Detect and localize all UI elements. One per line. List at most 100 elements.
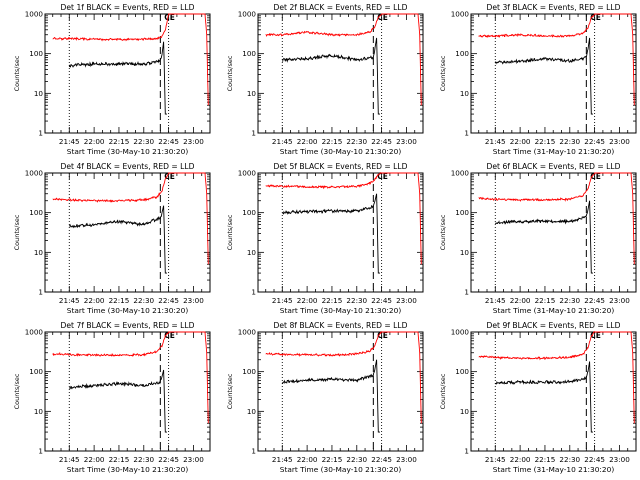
y-tick-label: 10 [460,89,470,98]
x-tick-label: 22:30 [133,296,154,305]
y-tick-label: 10 [460,248,470,257]
plot-frame [44,13,211,134]
x-tick-label: 21:45 [59,455,80,464]
y-tick-label: 100 [29,49,43,58]
x-axis-title: Start Time (30-May-10 21:30:20) [280,465,402,474]
lld-series-line [52,172,209,265]
y-tick-label: 100 [455,208,469,217]
marker-label: CE [377,13,388,22]
x-tick-label: 22:00 [297,455,318,464]
x-axis-title: Start Time (30-May-10 21:30:20) [280,147,402,156]
marker-label: CE [164,331,175,340]
x-tick-label: 21:45 [272,137,293,146]
lld-series-line [265,330,422,424]
x-tick-label: 22:30 [346,296,367,305]
events-series-line [281,359,380,433]
x-tick-label: 23:00 [609,296,630,305]
x-tick-label: 22:00 [84,137,105,146]
y-tick-label: 1 [38,129,43,138]
x-tick-label: 23:00 [183,137,204,146]
x-tick-label: 22:30 [559,137,580,146]
lld-series-line [478,172,635,265]
y-axis-title: Counts/sec [439,214,447,250]
detector-panel: Det 9f BLACK = Events, RED = LLD Start Ti… [439,321,637,474]
x-tick-label: 22:45 [584,296,605,305]
y-tick-label: 1000 [238,328,257,337]
x-tick-label: 22:30 [559,455,580,464]
x-tick-label: 22:00 [297,296,318,305]
x-tick-label: 22:15 [535,137,556,146]
y-tick-label: 1 [464,447,469,456]
y-axis-title: Counts/sec [13,55,21,91]
y-tick-label: 10 [460,407,470,416]
y-tick-label: 10 [247,248,257,257]
x-tick-label: 23:00 [396,137,417,146]
y-axis-title: Counts/sec [13,214,21,250]
x-axis-title: Start Time (30-May-10 21:30:20) [67,465,189,474]
y-axis-title: Counts/sec [226,55,234,91]
y-axis-title: Counts/sec [439,55,447,91]
events-series-line [282,37,380,115]
detector-panel: Det 5f BLACK = Events, RED = LLD Start Ti… [226,162,424,315]
x-tick-label: 22:00 [510,137,531,146]
x-tick-label: 21:45 [59,137,80,146]
x-tick-label: 22:45 [371,137,392,146]
plot-frame [44,172,211,293]
x-tick-label: 23:00 [609,137,630,146]
lld-series-line [265,13,422,106]
x-tick-label: 22:15 [322,137,343,146]
y-tick-label: 1 [251,288,256,297]
events-series-line [69,205,167,274]
detector-panel: Det 8f BLACK = Events, RED = LLD Start Ti… [226,321,424,474]
x-tick-label: 22:45 [158,296,179,305]
panel-title: Det 4f BLACK = Events, RED = LLD [61,162,195,171]
marker-label: CE [164,13,175,22]
x-tick-label: 21:45 [59,296,80,305]
x-tick-label: 22:45 [584,137,605,146]
x-tick-label: 22:00 [84,296,105,305]
marker-label: CE [590,172,601,181]
plot-frame [257,13,424,134]
panel-title: Det 8f BLACK = Events, RED = LLD [274,321,408,330]
x-tick-label: 22:15 [535,296,556,305]
panel-title: Det 9f BLACK = Events, RED = LLD [487,321,621,330]
events-series-line [68,41,167,115]
detector-panel: Det 4f BLACK = Events, RED = LLD Start Ti… [13,162,211,315]
lld-series-line [52,13,209,106]
x-tick-label: 22:30 [559,296,580,305]
x-tick-label: 23:00 [183,296,204,305]
x-tick-label: 22:45 [371,455,392,464]
y-tick-label: 100 [29,208,43,217]
y-tick-label: 10 [34,89,44,98]
x-axis-title: Start Time (31-May-10 21:30:20) [493,465,615,474]
marker-label: CE [377,331,388,340]
x-tick-label: 21:45 [272,296,293,305]
x-tick-label: 22:15 [322,296,343,305]
detector-panel: Det 2f BLACK = Events, RED = LLD Start Ti… [226,3,424,156]
y-axis-title: Counts/sec [226,373,234,409]
x-axis-title: Start Time (30-May-10 21:30:20) [67,147,189,156]
y-tick-label: 1000 [451,10,470,19]
x-tick-label: 22:45 [371,296,392,305]
marker-label: CE [377,172,388,181]
marker-label: CE [164,172,175,181]
x-tick-label: 22:45 [158,455,179,464]
y-tick-label: 1 [464,129,469,138]
marker-label: CE [590,13,601,22]
x-tick-label: 22:45 [584,455,605,464]
x-tick-label: 22:00 [84,455,105,464]
events-series-line [495,361,593,433]
events-series-line [281,193,380,274]
panel-title: Det 3f BLACK = Events, RED = LLD [487,3,621,12]
x-tick-label: 22:00 [510,455,531,464]
y-tick-label: 1000 [238,10,257,19]
plot-frame [44,331,211,452]
y-tick-label: 100 [455,367,469,376]
plot-frame [257,172,424,293]
y-axis-title: Counts/sec [13,373,21,409]
y-tick-label: 1 [38,447,43,456]
x-axis-title: Start Time (30-May-10 21:30:20) [280,306,402,315]
lld-series-line [52,331,209,424]
y-tick-label: 100 [242,208,256,217]
y-axis-title: Counts/sec [226,214,234,250]
